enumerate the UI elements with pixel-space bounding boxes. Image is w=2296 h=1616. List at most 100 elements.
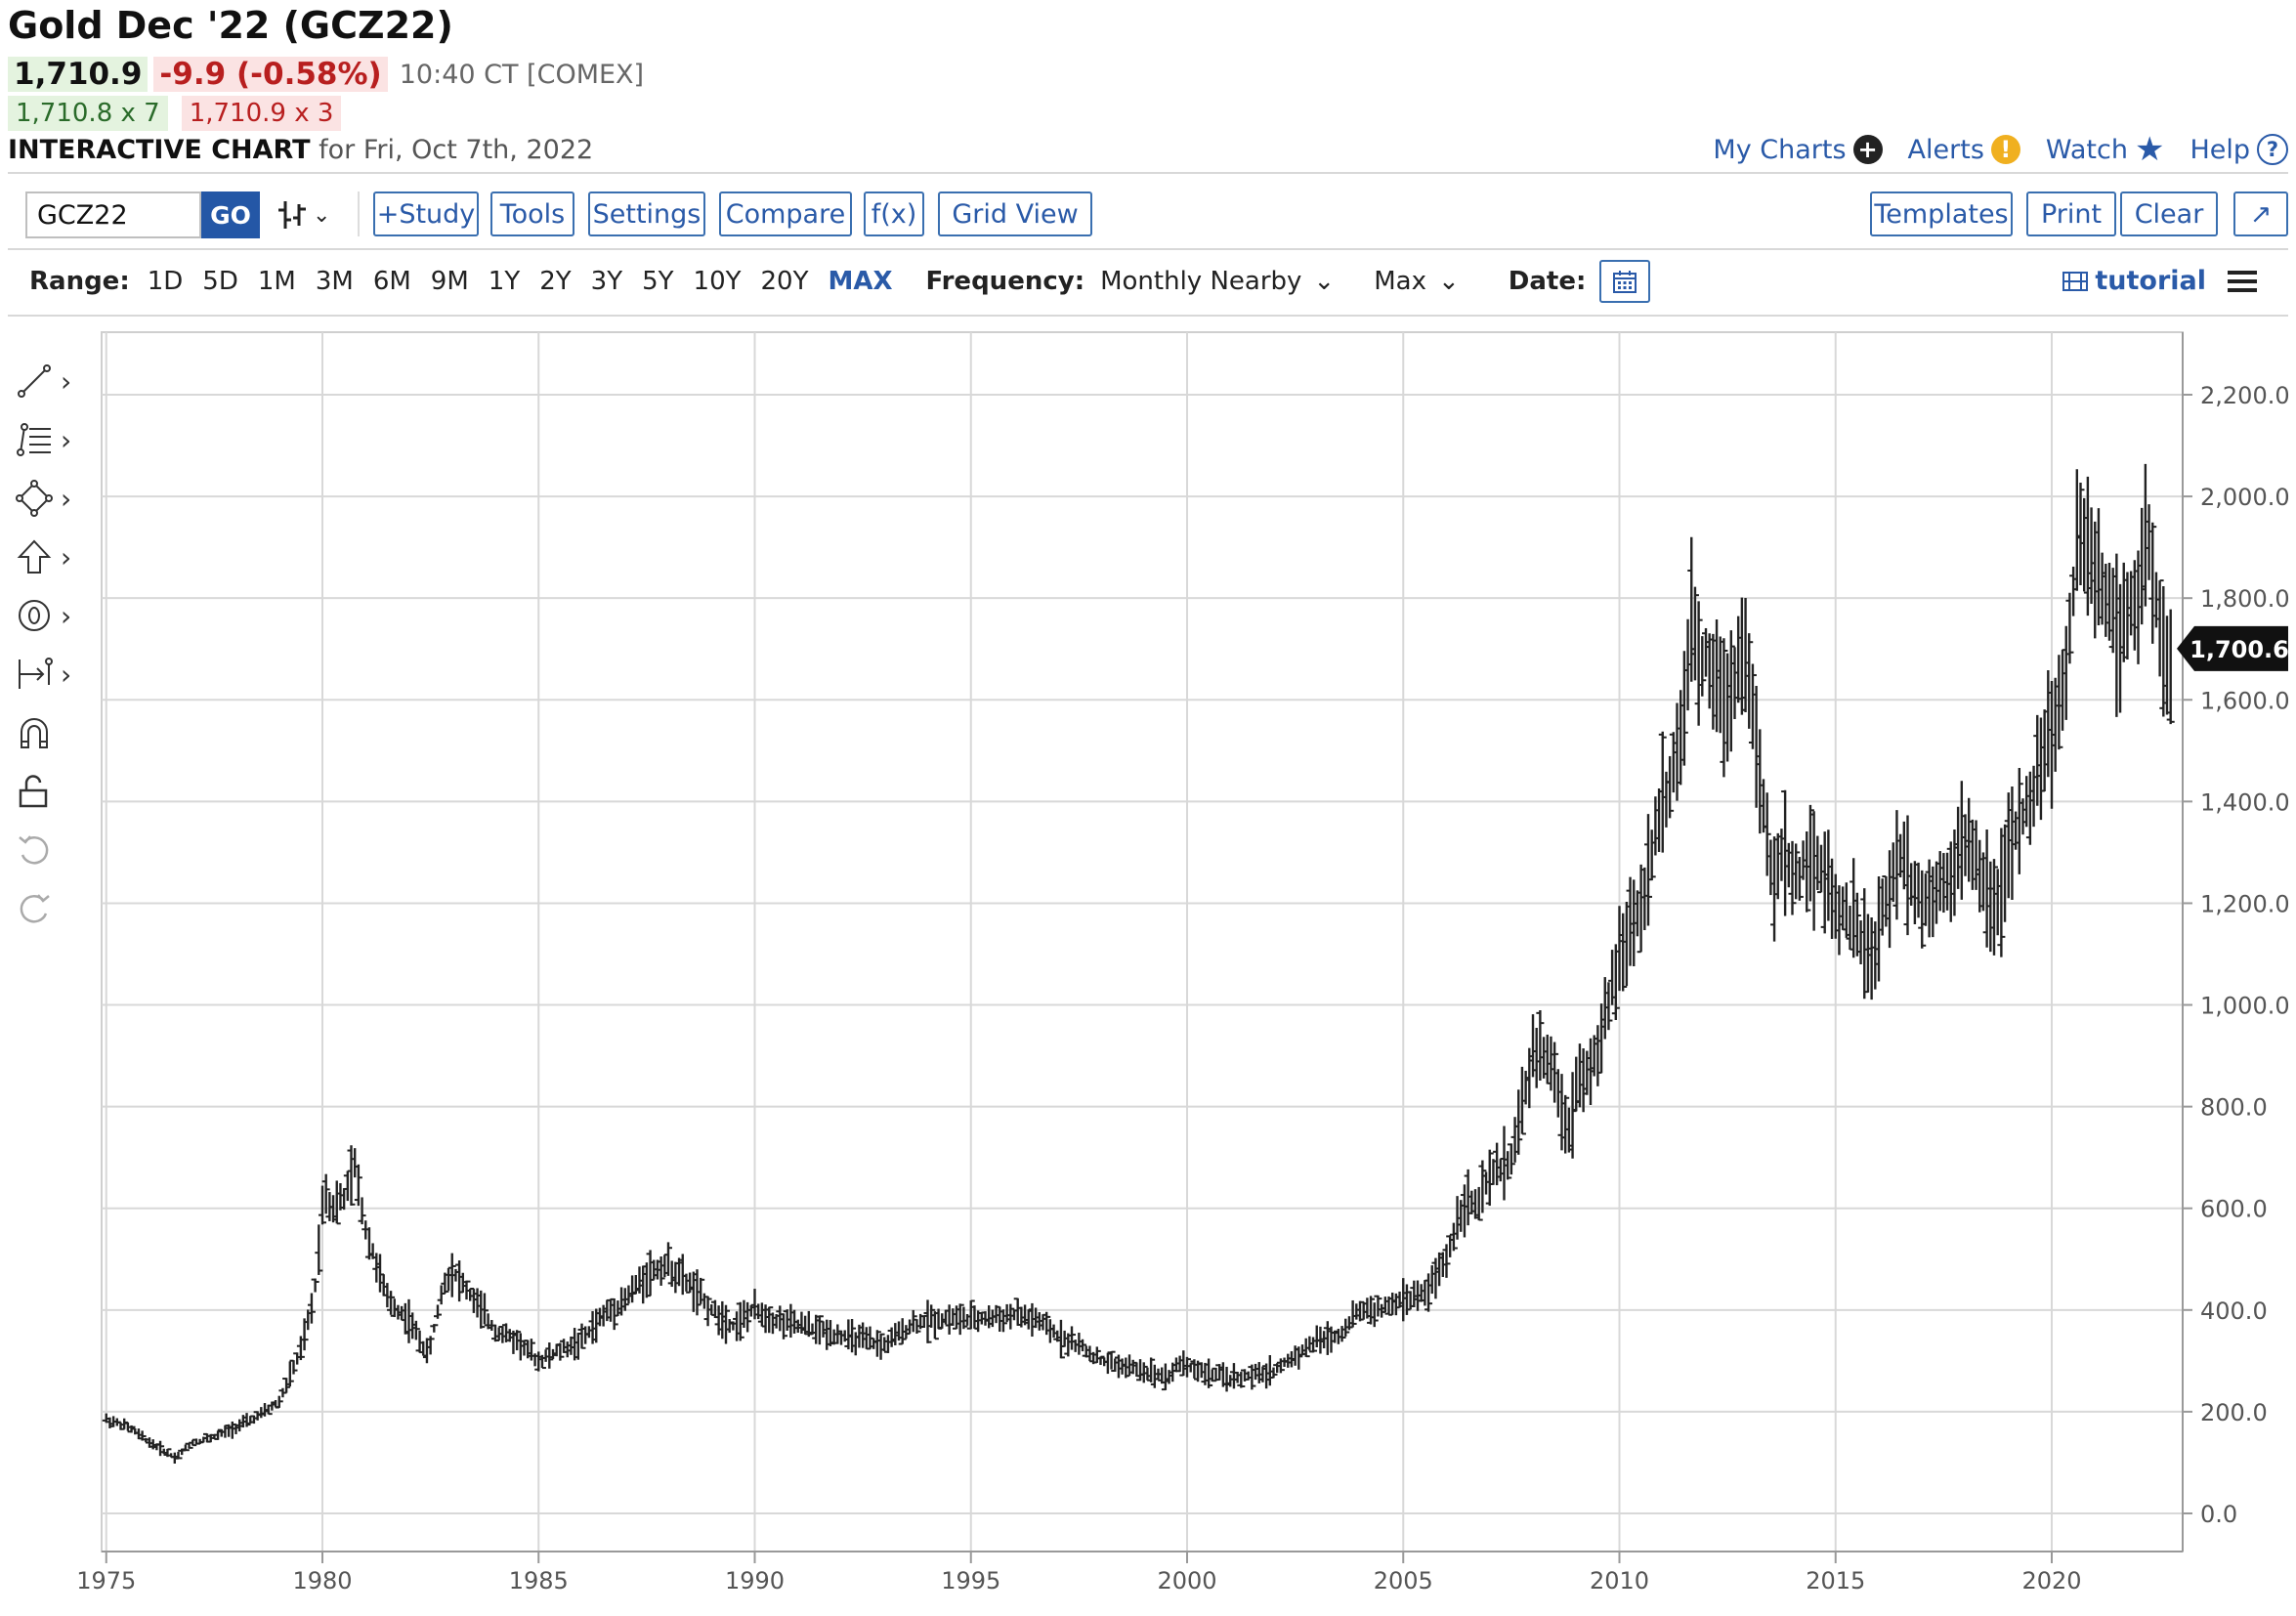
lock-tool[interactable] <box>16 762 84 821</box>
alerts-label: Alerts <box>1907 134 1984 165</box>
film-icon <box>2062 271 2089 291</box>
page-title: Gold Dec '22 (GCZ22) <box>8 4 453 47</box>
study-button[interactable]: +Study <box>373 191 479 236</box>
date-picker-button[interactable] <box>1599 260 1651 303</box>
x-tick-label: 1975 <box>76 1567 136 1595</box>
plus-icon: + <box>1852 135 1883 164</box>
undo-icon <box>19 835 49 865</box>
chart-axes: 0.0 200.0 400.0 600.0 800.0 1,000.0 1,200.0 1,4… <box>76 332 2290 1595</box>
range-2y[interactable]: 2Y <box>539 267 572 296</box>
number-tool-icon <box>19 600 50 631</box>
frequency-label: Frequency: <box>925 267 1085 296</box>
tutorial-label: tutorial <box>2095 266 2206 296</box>
date-label: Date: <box>1508 267 1587 296</box>
number-tool[interactable]: › <box>16 586 84 645</box>
fib-tool[interactable]: › <box>16 410 84 469</box>
drawing-toolbar: › › › › › › <box>16 352 84 938</box>
chart-heading: INTERACTIVE CHART for Fri, Oct 7th, 2022 <box>8 135 593 165</box>
frequency-value: Monthly Nearby <box>1100 267 1302 296</box>
measure-tool-icon <box>19 658 53 689</box>
undo-tool[interactable] <box>16 821 84 879</box>
redo-icon <box>20 894 50 923</box>
x-tick-label: 2000 <box>1157 1567 1216 1595</box>
grid-view-button[interactable]: Grid View <box>938 191 1092 236</box>
quote-time: 10:40 CT [COMEX] <box>399 59 645 90</box>
max-select[interactable]: Max ⌄ <box>1374 267 1460 296</box>
toolbar-divider <box>8 248 2288 250</box>
expand-button[interactable]: ↗ <box>2233 191 2288 236</box>
chart-date: for Fri, Oct 7th, 2022 <box>319 135 594 165</box>
range-6m[interactable]: 6M <box>372 267 411 296</box>
watch-link[interactable]: Watch ★ <box>2046 133 2165 166</box>
settings-button[interactable]: Settings <box>588 191 705 236</box>
x-tick-label: 2015 <box>1806 1567 1865 1595</box>
shape-tool-icon <box>16 480 53 517</box>
help-label: Help <box>2190 134 2250 165</box>
y-tick-label: 1,200.0 <box>2200 890 2290 917</box>
price-change: -9.9 (-0.58%) <box>153 57 388 92</box>
calendar-icon <box>1613 271 1637 293</box>
chevron-right-icon: › <box>61 364 72 398</box>
x-tick-label: 2020 <box>2021 1567 2081 1595</box>
price-chart[interactable]: 0.0 200.0 400.0 600.0 800.0 1,000.0 1,200.0 1,4… <box>0 322 2296 1616</box>
my-charts-label: My Charts <box>1713 134 1847 165</box>
function-button[interactable]: f(x) <box>864 191 924 236</box>
range-9m[interactable]: 9M <box>430 267 469 296</box>
lock-icon <box>19 775 48 808</box>
redo-tool[interactable] <box>16 879 84 938</box>
chevron-right-icon: › <box>61 540 72 574</box>
x-tick-label: 1995 <box>941 1567 1000 1595</box>
tools-button[interactable]: Tools <box>490 191 574 236</box>
help-link[interactable]: Help ? <box>2190 134 2288 165</box>
range-20y[interactable]: 20Y <box>760 267 809 296</box>
price-bars <box>102 463 2175 1465</box>
range-3m[interactable]: 3M <box>315 267 354 296</box>
arrow-tool[interactable]: › <box>16 528 84 586</box>
clear-button[interactable]: Clear <box>2120 191 2218 236</box>
ohlc-bar-icon <box>278 201 306 229</box>
arrow-tool-icon <box>17 539 52 574</box>
my-charts-link[interactable]: My Charts + <box>1713 134 1883 165</box>
shape-tool[interactable]: › <box>16 469 84 528</box>
star-icon: ★ <box>2134 130 2165 169</box>
y-tick-label: 600.0 <box>2200 1196 2268 1223</box>
templates-button[interactable]: Templates <box>1870 191 2013 236</box>
last-price: 1,710.9 <box>8 57 149 92</box>
y-tick-label: 200.0 <box>2200 1399 2268 1426</box>
range-max[interactable]: MAX <box>828 267 893 296</box>
range-1d[interactable]: 1D <box>147 267 184 296</box>
go-button[interactable]: GO <box>201 191 260 238</box>
chevron-down-icon: ⌄ <box>1313 267 1336 296</box>
y-tick-label: 1,800.0 <box>2200 585 2290 613</box>
line-tool[interactable]: › <box>16 352 84 410</box>
alerts-link[interactable]: Alerts ! <box>1908 135 2020 165</box>
chevron-right-icon: › <box>61 423 72 456</box>
measure-tool[interactable]: › <box>16 645 84 703</box>
tutorial-link[interactable]: tutorial <box>2062 266 2206 296</box>
bid-ask: 1,710.8 x 7 1,710.9 x 3 <box>8 96 342 131</box>
toolbar-separator <box>358 191 360 236</box>
chart-type-selector[interactable]: ⌄ <box>276 193 330 236</box>
x-tick-label: 1985 <box>509 1567 569 1595</box>
line-tool-icon <box>18 364 51 398</box>
range-5d[interactable]: 5D <box>202 267 238 296</box>
chevron-right-icon: › <box>61 658 72 691</box>
max-select-value: Max <box>1374 267 1426 296</box>
compare-button[interactable]: Compare <box>719 191 852 236</box>
range-10y[interactable]: 10Y <box>693 267 742 296</box>
range-5y[interactable]: 5Y <box>642 267 674 296</box>
chevron-down-icon: ⌄ <box>1437 267 1460 296</box>
help-icon: ? <box>2257 134 2288 165</box>
range-1y[interactable]: 1Y <box>488 267 521 296</box>
magnet-tool[interactable] <box>16 703 84 762</box>
y-tick-label: 0.0 <box>2200 1501 2237 1528</box>
bid-quote: 1,710.8 x 7 <box>8 96 168 131</box>
range-1m[interactable]: 1M <box>257 267 296 296</box>
range-3y[interactable]: 3Y <box>590 267 623 296</box>
frequency-select[interactable]: Monthly Nearby ⌄ <box>1100 267 1335 296</box>
quote-line: 1,710.9 -9.9 (-0.58%) 10:40 CT [COMEX] <box>8 55 644 94</box>
hamburger-icon[interactable] <box>2228 269 2257 294</box>
symbol-input[interactable] <box>25 191 201 238</box>
print-button[interactable]: Print <box>2026 191 2116 236</box>
current-price-label: 1,700.6 <box>2190 636 2289 663</box>
